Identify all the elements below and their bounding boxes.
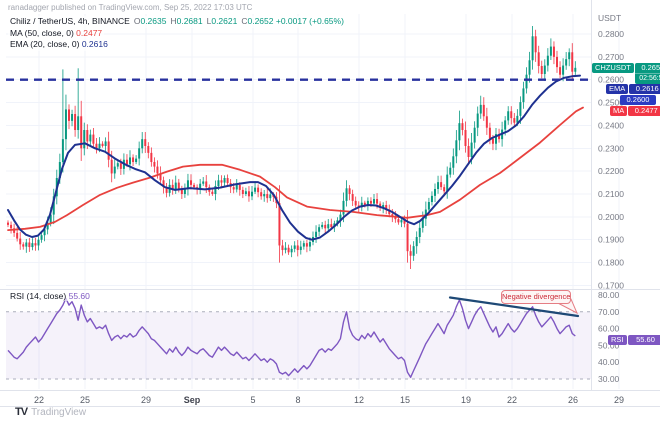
ohlc-open-value: 0.2635 [140, 16, 167, 26]
tradingview-logo-text: TradingView [31, 406, 87, 418]
hline-tag-value: 0.2600 [626, 95, 650, 104]
ema-tag-label: EMA [606, 84, 629, 94]
svg-text:40.00: 40.00 [598, 357, 620, 367]
rsi-tag-label: RSI [608, 335, 627, 345]
svg-text:19: 19 [461, 395, 471, 405]
rsi-line[interactable] [7, 297, 576, 378]
svg-text:0.2400: 0.2400 [598, 120, 624, 130]
svg-text:0.2500: 0.2500 [598, 98, 624, 108]
symbol-tag-label: CHZUSDT [592, 63, 634, 73]
tradingview-logo[interactable]: TV TradingView [15, 406, 86, 418]
svg-text:0.2100: 0.2100 [598, 189, 624, 199]
svg-text:22: 22 [507, 395, 517, 405]
rsi-band [6, 311, 592, 380]
svg-text:25: 25 [80, 395, 90, 405]
ema-value: 0.2616 [81, 39, 108, 49]
ma-value: 0.2477 [76, 27, 103, 38]
hline-price-tag[interactable]: 0.2600 [620, 95, 656, 105]
watermark: ranadagger published on TradingView.com,… [8, 3, 253, 12]
price-axis-labels[interactable]: USDT 0.2800 0.2700 0.2600 0.2500 0.2400 0.2300… [598, 13, 624, 384]
svg-text:0.2200: 0.2200 [598, 166, 624, 176]
svg-text:60.00: 60.00 [598, 324, 620, 334]
ma-label: MA (50, close, 0) [10, 27, 74, 38]
rsi-label: RSI (14, close) [10, 291, 67, 301]
svg-text:5: 5 [250, 395, 255, 405]
change-value: +0.0017 (+0.65%) [275, 16, 344, 26]
main-legend: Chiliz / TetherUS, 4h, BINANCE O0.2635 H0.… [8, 16, 346, 51]
svg-text:29: 29 [614, 395, 624, 405]
ohlc-close-letter: C [241, 16, 248, 26]
ohlc-high-value: 0.2681 [176, 16, 203, 26]
time-axis-labels[interactable]: 22 25 29 Sep 5 8 12 15 19 22 26 29 [34, 395, 624, 405]
svg-text:22: 22 [34, 395, 44, 405]
svg-text:0.1700: 0.1700 [598, 280, 624, 290]
rsi-value: 55.60 [68, 291, 90, 301]
ma-price-tag: MA 0.2477 [610, 106, 660, 116]
ema-price-tag: EMA 0.2616 [606, 84, 660, 94]
ma-legend-row[interactable]: MA (50, close, 0) 0.2477 [8, 27, 105, 39]
axis-currency-label: USDT [598, 13, 621, 23]
bar-countdown: 02:56:50 [634, 73, 660, 84]
svg-text:0.1900: 0.1900 [598, 235, 624, 245]
grid-horizontal [6, 33, 592, 286]
negative-divergence-callout[interactable]: Negative divergence [501, 290, 571, 304]
ohlc-low-letter: L [206, 16, 212, 26]
svg-text:0.1800: 0.1800 [598, 258, 624, 268]
ema-legend-row[interactable]: EMA (20, close, 0) 0.2616 [8, 39, 110, 51]
tradingview-logo-mark: TV [15, 406, 28, 418]
ma50-line[interactable] [7, 106, 584, 232]
ema-label: EMA (20, close, 0) [10, 39, 80, 49]
svg-text:0.2800: 0.2800 [598, 29, 624, 39]
rsi-legend-row[interactable]: RSI (14, close) 55.60 [8, 291, 92, 301]
last-price: 0.2652 [641, 63, 660, 72]
svg-text:30.00: 30.00 [598, 374, 620, 384]
svg-text:26: 26 [568, 395, 578, 405]
ohlc-high-letter: H [170, 16, 177, 26]
ma-tag-label: MA [610, 106, 628, 116]
divergence-trendline[interactable] [448, 296, 580, 318]
svg-text:0.2300: 0.2300 [598, 143, 624, 153]
pane-separators [0, 0, 660, 407]
svg-text:70.00: 70.00 [598, 307, 620, 317]
ma-tag-value: 0.2477 [634, 106, 658, 115]
svg-text:0.2600: 0.2600 [598, 75, 624, 85]
ohlc-close-value: 0.2652 [247, 16, 274, 26]
symbol-title: Chiliz / TetherUS, 4h, BINANCE [10, 16, 130, 26]
svg-text:8: 8 [295, 395, 300, 405]
ema-tag-value: 0.2616 [635, 84, 659, 93]
svg-text:50.00: 50.00 [598, 340, 620, 350]
rsi-value-tag: RSI 55.60 [608, 335, 660, 345]
svg-text:29: 29 [141, 395, 151, 405]
ohlc-open-letter: O [133, 16, 141, 26]
svg-text:0.2700: 0.2700 [598, 52, 624, 62]
svg-text:80.00: 80.00 [598, 290, 620, 300]
svg-text:12: 12 [354, 395, 364, 405]
ema20-line[interactable] [7, 74, 581, 241]
ohlc-low-value: 0.2621 [211, 16, 238, 26]
svg-text:0.2000: 0.2000 [598, 212, 624, 222]
symbol-legend-row[interactable]: Chiliz / TetherUS, 4h, BINANCE O0.2635 H0.… [8, 16, 346, 28]
svg-text:15: 15 [400, 395, 410, 405]
svg-text:Sep: Sep [184, 395, 201, 405]
rsi-tag-value: 55.60 [636, 335, 655, 344]
symbol-price-tag: CHZUSDT 0.2652 02:56:50 [592, 63, 660, 84]
